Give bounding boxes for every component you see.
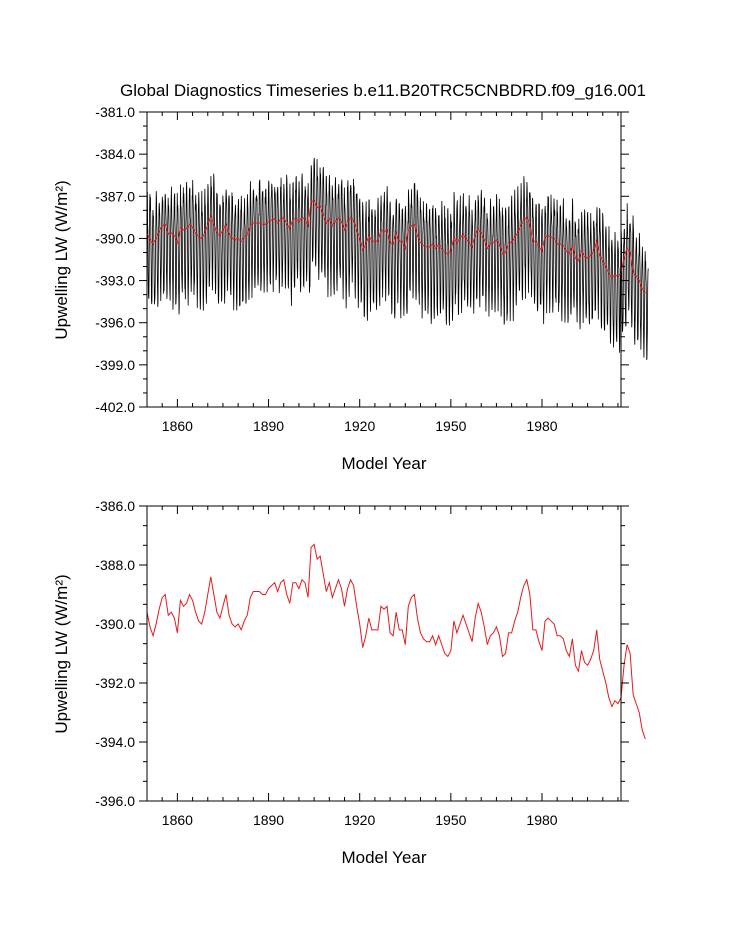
- top-ytick-label: -402.0: [95, 399, 135, 415]
- bottom-plot-frame: [146, 505, 622, 802]
- top-ytick-label: -384.0: [95, 146, 135, 162]
- bottom-xaxis-label: Model Year: [341, 848, 426, 867]
- top-ytick-label: -381.0: [95, 104, 135, 120]
- top-xtick-label: 1920: [344, 418, 375, 434]
- bottom-xtick-label: 1980: [526, 812, 557, 828]
- top-monthly-line: [146, 157, 649, 360]
- bottom-annual-line: [146, 543, 646, 740]
- top-ytick-label: -390.0: [95, 230, 135, 246]
- top-annual-line: [146, 199, 646, 294]
- bottom-xtick-label: 1860: [162, 812, 193, 828]
- top-axis-ticks: 1860 1890 1920 1950 1980 -402.0 -399.0 -396.0 -3…: [95, 104, 629, 434]
- top-ytick-label: -387.0: [95, 188, 135, 204]
- bottom-axis-ticks: 1860 1890 1920 1950 1980 -396.0 -394.0 -392.0 -3…: [95, 498, 629, 828]
- top-ytick-label: -396.0: [95, 315, 135, 331]
- bottom-ytick-label: -396.0: [95, 793, 135, 809]
- top-xtick-label: 1950: [435, 418, 466, 434]
- chart-title: Global Diagnostics Timeseries b.e11.B20T…: [120, 81, 646, 100]
- bottom-annual-series-group: [146, 543, 646, 740]
- bottom-yaxis-label: Upwelling LW (W/m²): [52, 574, 71, 733]
- bottom-chart: 1860 1890 1920 1950 1980 -396.0 -394.0 -392.0 -3…: [52, 498, 646, 867]
- top-monthly-series-group: [146, 157, 649, 360]
- top-plot-frame: [146, 111, 622, 408]
- bottom-ytick-label: -386.0: [95, 498, 135, 514]
- bottom-ytick-label: -394.0: [95, 734, 135, 750]
- bottom-ytick-label: -390.0: [95, 616, 135, 632]
- top-yaxis-label: Upwelling LW (W/m²): [52, 180, 71, 339]
- top-xtick-label: 1860: [162, 418, 193, 434]
- top-annual-series-group: [146, 199, 646, 294]
- top-ytick-label: -399.0: [95, 357, 135, 373]
- bottom-xtick-label: 1950: [435, 812, 466, 828]
- top-xaxis-label: Model Year: [341, 454, 426, 473]
- top-chart: 1860 1890 1920 1950 1980 -402.0 -399.0 -396.0 -3…: [52, 104, 649, 473]
- top-xtick-label: 1890: [253, 418, 284, 434]
- bottom-xtick-label: 1920: [344, 812, 375, 828]
- bottom-ytick-label: -388.0: [95, 557, 135, 573]
- top-ytick-label: -393.0: [95, 273, 135, 289]
- bottom-xtick-label: 1890: [253, 812, 284, 828]
- top-xtick-label: 1980: [526, 418, 557, 434]
- bottom-ytick-label: -392.0: [95, 675, 135, 691]
